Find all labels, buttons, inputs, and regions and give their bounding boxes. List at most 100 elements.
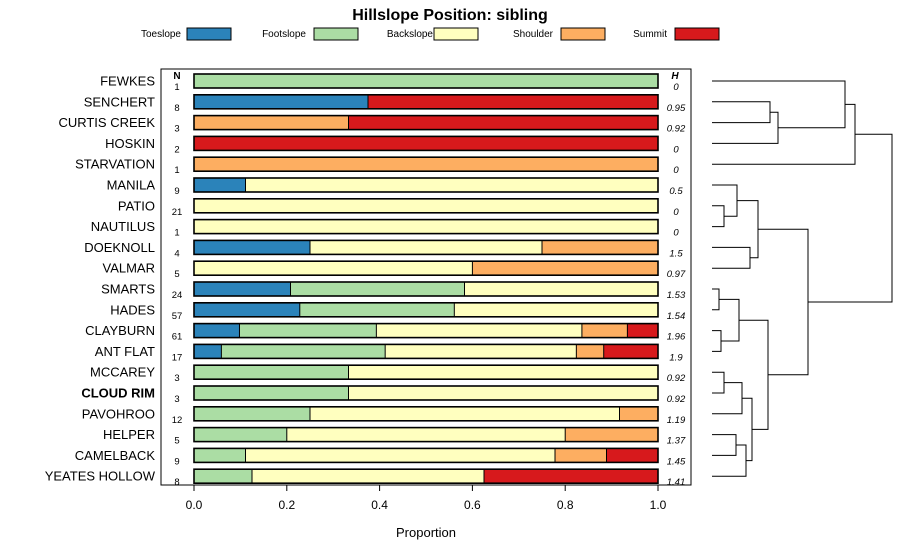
- dendrogram-link: [808, 133, 893, 303]
- row-label: ANT FLAT: [95, 344, 155, 359]
- legend-swatch: [560, 27, 606, 41]
- bar-row: VALMAR 5 0.97: [103, 260, 686, 280]
- row-h-value: 0.92: [667, 373, 686, 384]
- bar-row: MCCAREY 3 0.92: [90, 364, 686, 384]
- legend-label: Footslope: [262, 29, 306, 40]
- bar-segment: [194, 365, 349, 380]
- row-n-value: 3: [174, 373, 179, 384]
- row-n-value: 3: [174, 394, 179, 405]
- bar-segment: [376, 323, 582, 338]
- bar-outline: [193, 239, 659, 256]
- bar-row: DOEKNOLL 4 1.5: [84, 239, 683, 259]
- bar-row: CLOUD RIM 3 0.92: [81, 385, 686, 405]
- row-n-value: 3: [174, 124, 179, 135]
- bar-row: STARVATION 1 0: [75, 156, 679, 176]
- row-n-value: 9: [174, 456, 179, 467]
- bar-segment: [194, 282, 291, 296]
- row-n-value: 12: [172, 415, 183, 426]
- dendrogram-link: [758, 228, 809, 376]
- n-column-header: N: [173, 71, 180, 82]
- dendrogram-link: [712, 330, 722, 352]
- row-n-value: 5: [174, 269, 179, 280]
- bar-row: MANILA 9 0.5: [107, 177, 683, 197]
- dendrogram-link: [712, 246, 751, 269]
- bar-segment: [603, 344, 658, 359]
- row-h-value: 1.54: [667, 311, 686, 322]
- row-label: HADES: [110, 302, 155, 317]
- bar-outline: [193, 385, 659, 401]
- row-n-value: 5: [174, 436, 179, 447]
- bar-outline: [193, 114, 659, 131]
- legend-swatch: [674, 27, 720, 41]
- dendrogram-link: [712, 382, 743, 415]
- bar-segment: [606, 448, 658, 463]
- bar-row: CURTIS CREEK 3 0.92: [58, 114, 686, 135]
- row-n-value: 4: [174, 248, 179, 259]
- row-h-value: 1.45: [667, 456, 686, 467]
- row-n-value: 2: [174, 144, 179, 155]
- bar-segment: [194, 240, 310, 255]
- dendrogram-link: [742, 397, 753, 462]
- legend-label: Toeslope: [141, 29, 181, 40]
- row-label: HOSKIN: [105, 136, 155, 151]
- legend: Toeslope Footslope Backslope Shoulder Summit: [141, 27, 720, 41]
- bar-segment: [194, 427, 287, 442]
- bar-segment: [619, 406, 658, 421]
- bar-segment: [194, 136, 658, 151]
- bar-row: CAMELBACK 9 1.45: [75, 447, 686, 467]
- bar-segment: [542, 240, 658, 255]
- x-axis-label: Proportion: [396, 525, 456, 540]
- chart-title: Hillslope Position: sibling: [352, 7, 548, 24]
- legend-label: Summit: [633, 29, 667, 40]
- bar-outline: [193, 281, 659, 297]
- row-h-value: 0: [673, 228, 679, 239]
- dendrogram-link: [712, 288, 720, 311]
- dendrogram-link: [712, 205, 725, 228]
- row-h-value: 0: [673, 165, 679, 176]
- legend-swatch: [186, 27, 232, 41]
- x-tick-label: 0.4: [371, 498, 388, 512]
- row-h-value: 0.92: [667, 394, 686, 405]
- bar-segment: [194, 386, 349, 400]
- bar-segment: [576, 344, 604, 359]
- row-h-value: 1.96: [667, 332, 686, 343]
- bar-segment: [194, 261, 473, 276]
- bar-segment: [194, 302, 300, 317]
- row-label: NAUTILUS: [91, 219, 156, 234]
- bar-segment: [194, 448, 246, 463]
- bar-row: YEATES HOLLOW 8 1.41: [45, 468, 685, 488]
- row-h-value: 0.97: [667, 269, 686, 280]
- row-label: YEATES HOLLOW: [45, 469, 156, 484]
- row-label: CAMELBACK: [75, 448, 156, 463]
- legend-swatch: [433, 27, 479, 41]
- legend-label: Backslope: [387, 29, 434, 40]
- bar-row: HADES 57 1.54: [110, 301, 686, 322]
- row-h-value: 0: [673, 207, 679, 218]
- bar-outline: [193, 135, 659, 152]
- row-h-value: 1.53: [667, 290, 686, 301]
- bar-outline: [193, 343, 659, 360]
- bar-row: HOSKIN 2 0: [105, 135, 679, 155]
- row-h-value: 0.95: [667, 103, 686, 114]
- bar-segment: [348, 365, 658, 380]
- row-label: HELPER: [103, 427, 155, 442]
- bar-segment: [348, 386, 658, 400]
- row-h-value: 0.5: [669, 186, 683, 197]
- bar-segment: [310, 240, 542, 255]
- bar-segment: [286, 427, 566, 442]
- row-label: VALMAR: [103, 261, 156, 276]
- bar-outline: [193, 156, 659, 172]
- bar-row: PAVOHROO 12 1.19: [82, 405, 686, 426]
- bar-segment: [348, 115, 658, 130]
- row-n-value: 17: [172, 352, 183, 363]
- dendrogram-link: [737, 200, 759, 259]
- bar-outline: [193, 177, 659, 193]
- x-tick-label: 0.0: [186, 498, 203, 512]
- bar-row: PATIO 21 0: [118, 198, 679, 218]
- bar-segment: [472, 261, 658, 276]
- bar-segment: [245, 178, 658, 192]
- row-n-value: 8: [174, 477, 179, 488]
- bar-row: SMARTS 24 1.53: [101, 281, 686, 301]
- bar-segment: [290, 282, 465, 296]
